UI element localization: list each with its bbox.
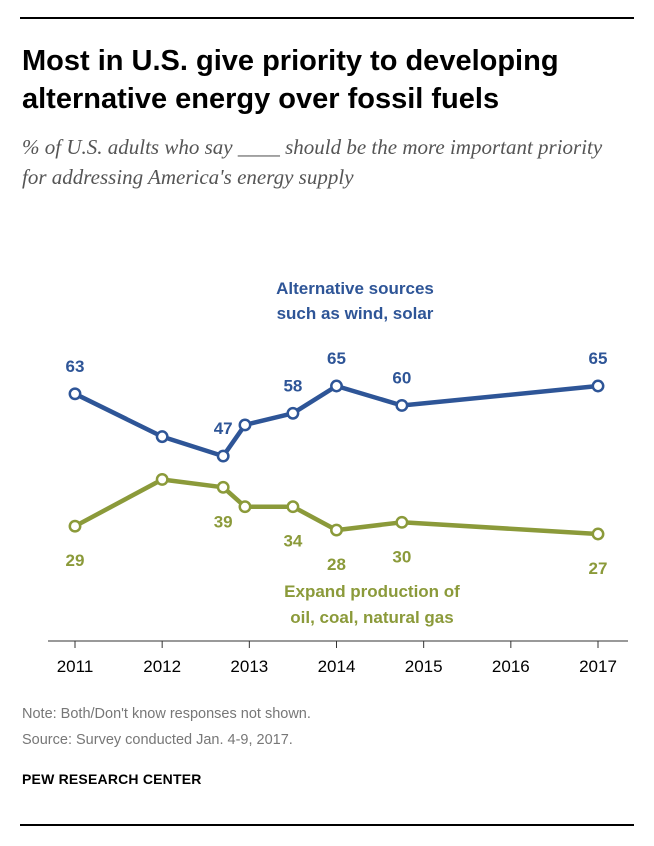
data-label: 28 xyxy=(327,555,346,574)
data-point xyxy=(216,449,230,463)
data-point xyxy=(330,523,343,537)
x-axis-ticks: 2011 2012 2013 2014 2015 2016 2017 xyxy=(57,641,617,676)
x-tick-label: 2016 xyxy=(492,657,530,676)
chart-title: Most in U.S. give priority to developing… xyxy=(22,45,559,115)
data-label: 34 xyxy=(283,532,302,551)
data-point xyxy=(286,406,300,420)
data-point xyxy=(591,527,605,541)
data-label: 58 xyxy=(283,376,302,395)
data-label: 65 xyxy=(327,349,346,368)
series-name-label: oil, coal, natural gas xyxy=(290,608,453,627)
chart-source: Source: Survey conducted Jan. 4-9, 2017. xyxy=(22,732,293,748)
data-point xyxy=(155,430,169,444)
data-point xyxy=(238,418,252,432)
series-name-label: Alternative sources xyxy=(276,279,434,298)
chart-note: Note: Both/Don't know responses not show… xyxy=(22,706,311,722)
data-label: 27 xyxy=(589,559,608,578)
chart-subtitle: % of U.S. adults who say ____ should be … xyxy=(22,135,603,189)
data-point xyxy=(155,473,169,486)
data-label: 63 xyxy=(66,357,85,376)
x-tick-label: 2014 xyxy=(318,657,356,676)
data-label: 29 xyxy=(66,551,85,570)
data-label: 65 xyxy=(589,349,608,368)
data-label: 60 xyxy=(392,368,411,387)
data-point xyxy=(591,379,605,393)
series-value-labels: 63 47 58 65 60 65 29 39 34 28 30 27 xyxy=(66,349,608,578)
data-point xyxy=(68,519,82,533)
data-point xyxy=(286,500,300,514)
brand-label: PEW RESEARCH CENTER xyxy=(22,771,202,787)
bottom-rule xyxy=(20,824,634,826)
series-lines xyxy=(72,383,601,537)
x-tick-label: 2011 xyxy=(57,657,94,676)
data-point xyxy=(216,480,230,494)
x-tick-label: 2012 xyxy=(143,657,181,676)
top-rule xyxy=(20,17,634,19)
data-label: 39 xyxy=(214,512,233,531)
series-name-label: such as wind, solar xyxy=(277,304,434,323)
x-tick-label: 2013 xyxy=(230,657,268,676)
x-tick-label: 2017 xyxy=(579,657,617,676)
data-point xyxy=(68,387,82,401)
data-point xyxy=(238,500,252,514)
series-name-labels: Alternative sources such as wind, solar Ex… xyxy=(276,279,460,627)
series-line-0 xyxy=(72,383,601,459)
data-point xyxy=(395,515,409,529)
x-tick-label: 2015 xyxy=(405,657,443,676)
data-label: 47 xyxy=(214,419,233,438)
series-name-label: Expand production of xyxy=(284,582,460,601)
series-line-1 xyxy=(72,477,601,537)
data-label: 30 xyxy=(392,547,411,566)
data-point xyxy=(330,379,343,393)
data-point xyxy=(395,399,409,412)
line-chart: 63 47 58 65 60 65 29 39 34 28 30 27 Alternative sou… xyxy=(48,279,628,676)
series-points xyxy=(68,379,605,541)
